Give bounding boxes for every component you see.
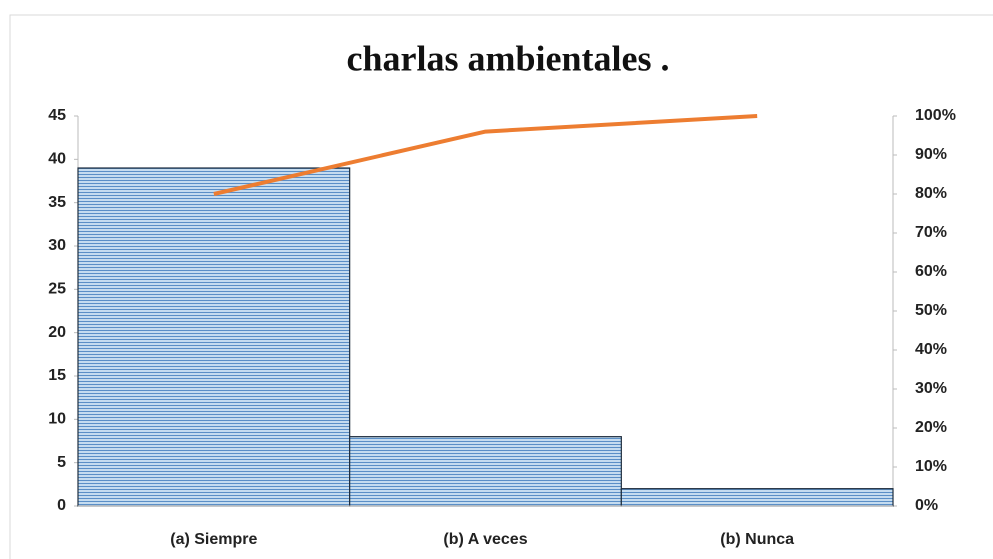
y-tick-label: 25 xyxy=(48,281,66,298)
y2-tick-label: 30% xyxy=(915,380,947,397)
x-tick-label: (a) Siempre xyxy=(170,531,257,548)
y2-tick-label: 70% xyxy=(915,224,947,241)
y2-tick-label: 50% xyxy=(915,302,947,319)
y2-tick-label: 100% xyxy=(915,107,956,124)
bar xyxy=(620,488,894,507)
y-tick-label: 30 xyxy=(48,237,66,254)
y2-tick-label: 10% xyxy=(915,458,947,475)
y2-tick-label: 90% xyxy=(915,146,947,163)
y-tick-label: 0 xyxy=(57,497,66,514)
y-tick-label: 20 xyxy=(48,324,66,341)
y2-tick-label: 0% xyxy=(915,497,938,514)
x-tick-label: (b) Nunca xyxy=(720,531,794,548)
bar xyxy=(349,436,622,507)
y-tick-label: 15 xyxy=(48,367,66,384)
bar xyxy=(77,167,351,507)
y-tick-label: 35 xyxy=(48,194,66,211)
y-tick-label: 10 xyxy=(48,411,66,428)
y2-tick-label: 80% xyxy=(915,185,947,202)
cumulative-line xyxy=(213,114,758,196)
chart-border xyxy=(9,14,993,559)
x-tick-label: (b) A veces xyxy=(443,531,527,548)
y-tick-label: 45 xyxy=(48,107,66,124)
chart-title: charlas ambientales . xyxy=(347,38,670,78)
y2-tick-label: 20% xyxy=(915,419,947,436)
y2-tick-label: 40% xyxy=(915,341,947,358)
y-tick-label: 5 xyxy=(57,454,66,471)
y2-tick-label: 60% xyxy=(915,263,947,280)
y-tick-label: 40 xyxy=(48,151,66,168)
